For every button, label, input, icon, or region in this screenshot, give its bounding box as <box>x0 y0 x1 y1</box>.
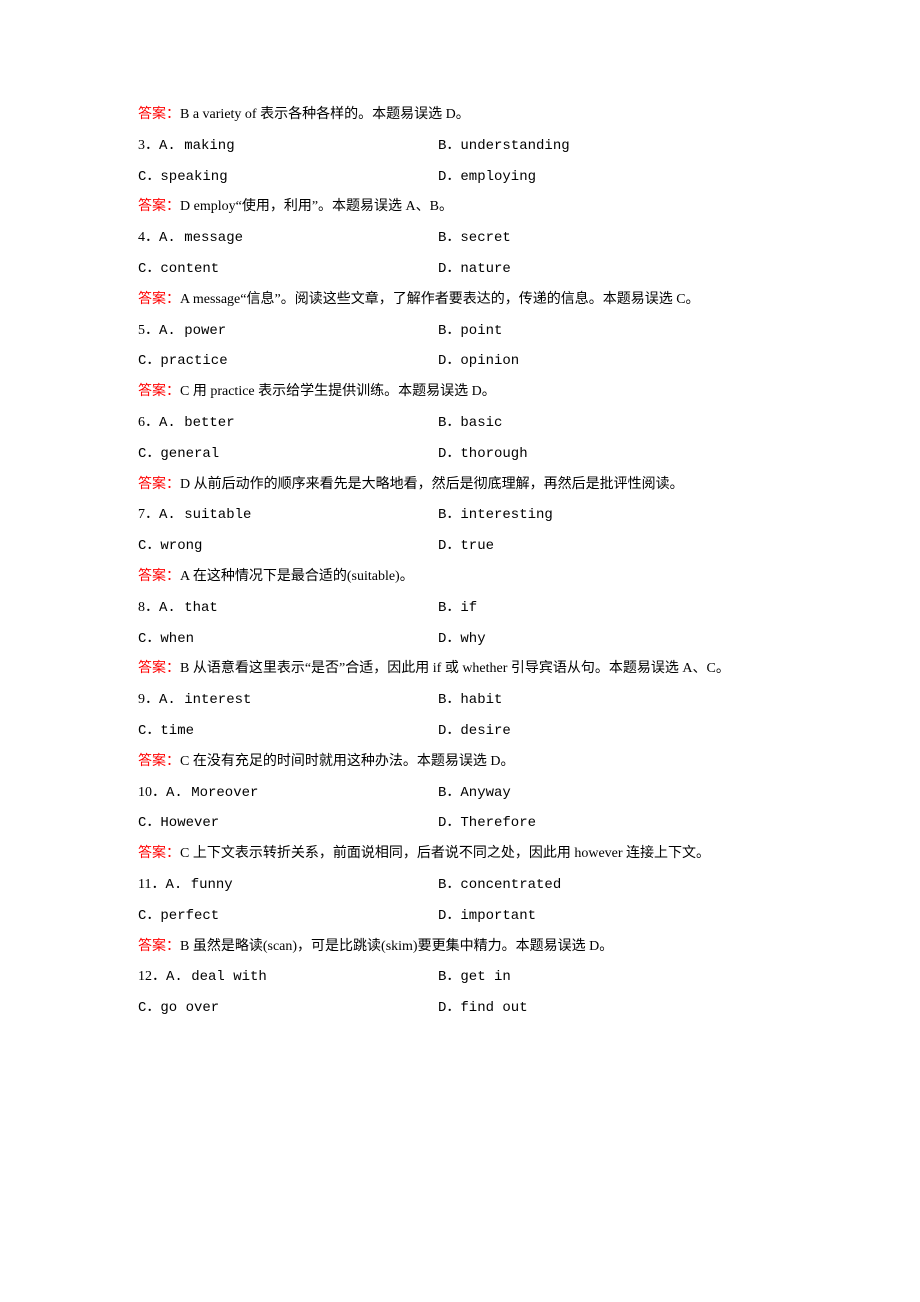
option-d: D．thorough <box>438 439 810 470</box>
option-b: B．if <box>438 593 810 624</box>
option-b: B．Anyway <box>438 778 810 809</box>
answer-label: 答案： <box>138 939 180 954</box>
answer-label: 答案： <box>138 754 180 769</box>
answer-text: D 从前后动作的顺序来看先是大略地看，然后是彻底理解，再然后是批评性阅读。 <box>180 477 684 492</box>
options-row-q9-2: C．time D．desire <box>110 716 810 747</box>
option-b: B．habit <box>438 685 810 716</box>
option-c: C．general <box>138 439 438 470</box>
options-row-q5-2: C．practice D．opinion <box>110 346 810 377</box>
option-b: B．basic <box>438 408 810 439</box>
answer-text: C 在没有充足的时间时就用这种办法。本题易误选 D。 <box>180 754 514 769</box>
options-row-q10-2: C．However D．Therefore <box>110 808 810 839</box>
option-d: D．nature <box>438 254 810 285</box>
options-row-q6-2: C．general D．thorough <box>110 439 810 470</box>
option-a: 5．A. power <box>138 316 438 347</box>
answer-line-q2: 答案：B a variety of 表示各种各样的。本题易误选 D。 <box>110 100 810 131</box>
options-row-q4-2: C．content D．nature <box>110 254 810 285</box>
option-c: C．content <box>138 254 438 285</box>
option-c: C．wrong <box>138 531 438 562</box>
options-row-q4-1: 4．A. message B．secret <box>110 223 810 254</box>
option-d: D．true <box>438 531 810 562</box>
answer-line-q10: 答案：C 上下文表示转折关系，前面说相同，后者说不同之处，因此用 however… <box>110 839 810 870</box>
option-a: 9．A. interest <box>138 685 438 716</box>
option-d: D．important <box>438 901 810 932</box>
answer-text: B 从语意看这里表示“是否”合适，因此用 if 或 whether 引导宾语从句… <box>180 661 730 676</box>
options-row-q10-1: 10．A. Moreover B．Anyway <box>110 778 810 809</box>
answer-label: 答案： <box>138 107 180 122</box>
answer-text: B 虽然是略读(scan)，可是比跳读(skim)要更集中精力。本题易误选 D。 <box>180 939 613 954</box>
option-a: 4．A. message <box>138 223 438 254</box>
answer-label: 答案： <box>138 846 180 861</box>
option-b: B．interesting <box>438 500 810 531</box>
option-a: 10．A. Moreover <box>138 778 438 809</box>
answer-label: 答案： <box>138 292 180 307</box>
answer-line-q6: 答案：D 从前后动作的顺序来看先是大略地看，然后是彻底理解，再然后是批评性阅读。 <box>110 470 810 501</box>
document-page: 答案：B a variety of 表示各种各样的。本题易误选 D。 3．A. … <box>0 0 920 1084</box>
options-row-q5-1: 5．A. power B．point <box>110 316 810 347</box>
option-a: 3．A. making <box>138 131 438 162</box>
option-c: C．when <box>138 624 438 655</box>
option-a: 7．A. suitable <box>138 500 438 531</box>
answer-text: C 上下文表示转折关系，前面说相同，后者说不同之处，因此用 however 连接… <box>180 846 710 861</box>
option-c: C．perfect <box>138 901 438 932</box>
answer-text: D employ“使用，利用”。本题易误选 A、B。 <box>180 199 453 214</box>
option-d: D．desire <box>438 716 810 747</box>
option-c: C．speaking <box>138 162 438 193</box>
options-row-q8-1: 8．A. that B．if <box>110 593 810 624</box>
option-c: C．go over <box>138 993 438 1024</box>
options-row-q9-1: 9．A. interest B．habit <box>110 685 810 716</box>
options-row-q7-2: C．wrong D．true <box>110 531 810 562</box>
option-a: 12．A. deal with <box>138 962 438 993</box>
answer-line-q8: 答案：B 从语意看这里表示“是否”合适，因此用 if 或 whether 引导宾… <box>110 654 810 685</box>
answer-line-q3: 答案：D employ“使用，利用”。本题易误选 A、B。 <box>110 192 810 223</box>
answer-label: 答案： <box>138 661 180 676</box>
options-row-q11-2: C．perfect D．important <box>110 901 810 932</box>
answer-line-q7: 答案：A 在这种情况下是最合适的(suitable)。 <box>110 562 810 593</box>
options-row-q3-2: C．speaking D．employing <box>110 162 810 193</box>
answer-line-q11: 答案：B 虽然是略读(scan)，可是比跳读(skim)要更集中精力。本题易误选… <box>110 932 810 963</box>
option-d: D．Therefore <box>438 808 810 839</box>
options-row-q12-1: 12．A. deal with B．get in <box>110 962 810 993</box>
options-row-q8-2: C．when D．why <box>110 624 810 655</box>
option-b: B．secret <box>438 223 810 254</box>
options-row-q12-2: C．go over D．find out <box>110 993 810 1024</box>
option-a: 6．A. better <box>138 408 438 439</box>
option-a: 11．A. funny <box>138 870 438 901</box>
option-d: D．why <box>438 624 810 655</box>
answer-label: 答案： <box>138 384 180 399</box>
option-d: D．opinion <box>438 346 810 377</box>
option-d: D．employing <box>438 162 810 193</box>
options-row-q3-1: 3．A. making B．understanding <box>110 131 810 162</box>
option-b: B．get in <box>438 962 810 993</box>
option-c: C．practice <box>138 346 438 377</box>
option-a: 8．A. that <box>138 593 438 624</box>
option-b: B．understanding <box>438 131 810 162</box>
answer-text: A 在这种情况下是最合适的(suitable)。 <box>180 569 414 584</box>
option-d: D．find out <box>438 993 810 1024</box>
option-c: C．However <box>138 808 438 839</box>
answer-line-q5: 答案：C 用 practice 表示给学生提供训练。本题易误选 D。 <box>110 377 810 408</box>
answer-line-q4: 答案：A message“信息”。阅读这些文章，了解作者要表达的，传递的信息。本… <box>110 285 810 316</box>
answer-line-q9: 答案：C 在没有充足的时间时就用这种办法。本题易误选 D。 <box>110 747 810 778</box>
option-b: B．point <box>438 316 810 347</box>
options-row-q7-1: 7．A. suitable B．interesting <box>110 500 810 531</box>
answer-label: 答案： <box>138 477 180 492</box>
options-row-q6-1: 6．A. better B．basic <box>110 408 810 439</box>
answer-label: 答案： <box>138 569 180 584</box>
answer-text: B a variety of 表示各种各样的。本题易误选 D。 <box>180 107 470 122</box>
answer-text: C 用 practice 表示给学生提供训练。本题易误选 D。 <box>180 384 496 399</box>
options-row-q11-1: 11．A. funny B．concentrated <box>110 870 810 901</box>
answer-text: A message“信息”。阅读这些文章，了解作者要表达的，传递的信息。本题易误… <box>180 292 700 307</box>
option-b: B．concentrated <box>438 870 810 901</box>
answer-label: 答案： <box>138 199 180 214</box>
option-c: C．time <box>138 716 438 747</box>
